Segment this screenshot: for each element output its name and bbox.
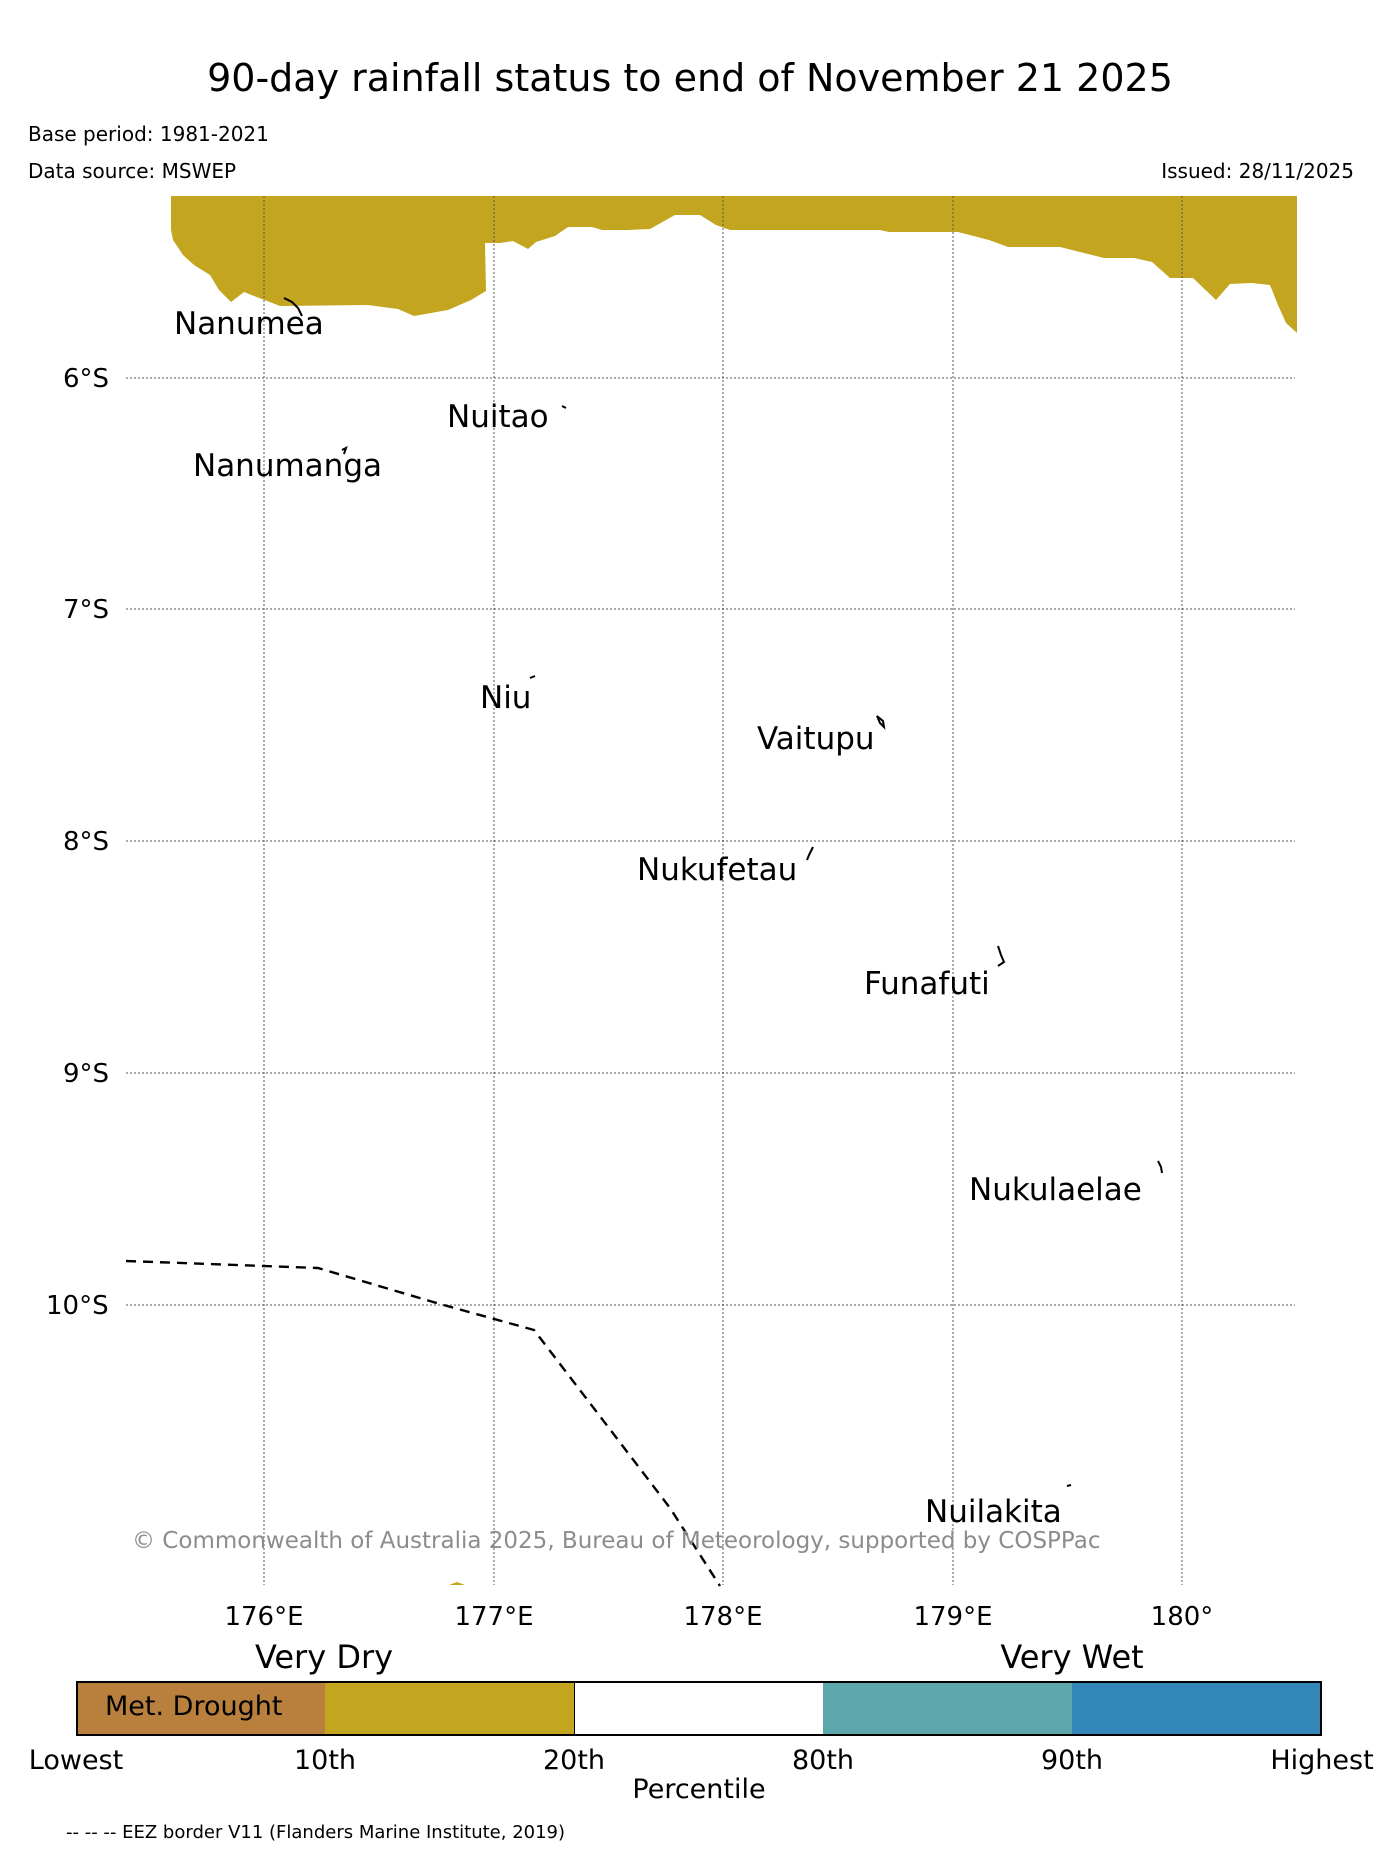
lat-label-9s: 9°S: [63, 1059, 110, 1089]
percentile-highest: Highest: [1270, 1745, 1374, 1776]
data-source: Data source: MSWEP: [28, 159, 237, 183]
lon-label-176e: 176°E: [224, 1602, 304, 1632]
legend-very-dry: Very Dry: [254, 1638, 394, 1676]
percentile-90th: 90th: [1040, 1745, 1104, 1776]
percentile-10th: 10th: [293, 1745, 357, 1776]
graticule: [126, 196, 1295, 1585]
legend-drought-label: Met. Drought: [105, 1691, 283, 1722]
island-label-nanumea: Nanumea: [174, 306, 324, 342]
lon-label-178e: 178°E: [683, 1602, 763, 1632]
lat-label-8s: 8°S: [63, 827, 110, 857]
island-label-niu: Niu: [480, 680, 532, 716]
lat-label-7s: 7°S: [63, 595, 110, 625]
eez-note: -- -- -- EEZ border V11 (Flanders Marine…: [66, 1822, 566, 1843]
page-title: 90-day rainfall status to end of Novembe…: [207, 56, 1173, 100]
island-outlines: [283, 297, 1163, 1487]
island-label-vaitupu: Vaitupu: [757, 721, 875, 757]
island-label-nukulaelae: Nukulaelae: [969, 1172, 1142, 1208]
legend-swatch-normal: [574, 1681, 824, 1736]
lon-label-177e: 177°E: [454, 1602, 534, 1632]
island-label-nanumanga: Nanumanga: [193, 448, 382, 484]
very-dry-region: [171, 196, 1297, 333]
legend-swatch-wet: [823, 1681, 1073, 1736]
percentile-lowest: Lowest: [28, 1745, 124, 1776]
lat-label-6s: 6°S: [63, 364, 110, 394]
island-label-nuilakita: Nuilakita: [925, 1494, 1062, 1530]
lon-label-179e: 179°E: [913, 1602, 993, 1632]
dry-notch: [662, 236, 670, 245]
lon-label-180: 180°: [1150, 1602, 1214, 1632]
lat-label-10s: 10°S: [46, 1291, 109, 1321]
percentile-80th: 80th: [791, 1745, 855, 1776]
legend-very-wet: Very Wet: [1000, 1638, 1144, 1676]
base-period: Base period: 1981-2021: [28, 122, 269, 146]
rainfall-map: [125, 196, 1297, 1587]
eez-border: [125, 1259, 722, 1587]
percentile-axis-label: Percentile: [632, 1774, 766, 1805]
island-label-funafuti: Funafuti: [864, 966, 990, 1002]
issued-date: Issued: 28/11/2025: [1161, 159, 1354, 183]
legend-swatch-very-dry: [325, 1681, 575, 1736]
southern-dry-fleck: [449, 1582, 465, 1585]
legend-swatch-very-wet: [1072, 1681, 1322, 1736]
percentile-20th: 20th: [542, 1745, 606, 1776]
copyright-text: © Commonwealth of Australia 2025, Bureau…: [132, 1528, 1101, 1554]
island-label-nukufetau: Nukufetau: [637, 852, 798, 888]
legend-swatch-drought: [76, 1681, 326, 1736]
island-label-nuitao: Nuitao: [447, 399, 549, 435]
